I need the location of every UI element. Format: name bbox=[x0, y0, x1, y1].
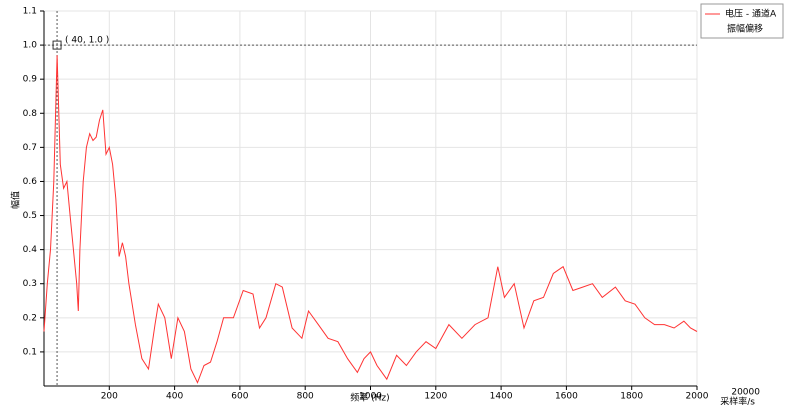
legend-extra: 振幅偏移 bbox=[727, 23, 763, 35]
y-tick-label: 0.5 bbox=[23, 211, 37, 221]
x-tick-label: 800 bbox=[297, 392, 314, 402]
cursor-label: ( 40, 1.0 ) bbox=[65, 36, 109, 46]
legend-box bbox=[700, 3, 784, 39]
sample-rate-value[interactable]: 20000 bbox=[731, 388, 760, 398]
x-tick-label: 1800 bbox=[620, 392, 643, 402]
x-tick-label: 1600 bbox=[555, 392, 578, 402]
data-line bbox=[43, 55, 698, 384]
y-tick-label: 0.1 bbox=[23, 347, 37, 357]
legend-label: 电压 - 通道A bbox=[725, 8, 777, 20]
y-tick-label: 0.2 bbox=[23, 313, 37, 323]
y-axis-label: 幅值 bbox=[10, 191, 22, 209]
x-tick-label: 400 bbox=[166, 392, 183, 402]
sample-rate-label: 采样率/s bbox=[720, 396, 755, 405]
y-tick-label: 1.1 bbox=[23, 7, 37, 17]
y-tick-label: 0.4 bbox=[23, 245, 38, 255]
y-tick-label: 1.0 bbox=[23, 41, 38, 51]
x-tick-label: 1000 bbox=[359, 392, 382, 402]
y-tick-label: 0.6 bbox=[23, 177, 38, 187]
y-tick-label: 0.3 bbox=[23, 279, 37, 289]
y-tick-label: 0.7 bbox=[23, 143, 37, 153]
y-tick-label: 0.8 bbox=[23, 109, 38, 119]
x-tick-label: 200 bbox=[101, 392, 118, 402]
x-tick-label: 600 bbox=[231, 392, 248, 402]
x-tick-label: 1400 bbox=[490, 392, 513, 402]
y-tick-label: 0.9 bbox=[23, 75, 38, 85]
cursor-handle bbox=[52, 40, 62, 50]
x-axis-label: 频率 (Hz) bbox=[350, 392, 389, 404]
x-tick-label: 1200 bbox=[424, 392, 447, 402]
x-tick-label: 2000 bbox=[686, 392, 709, 402]
